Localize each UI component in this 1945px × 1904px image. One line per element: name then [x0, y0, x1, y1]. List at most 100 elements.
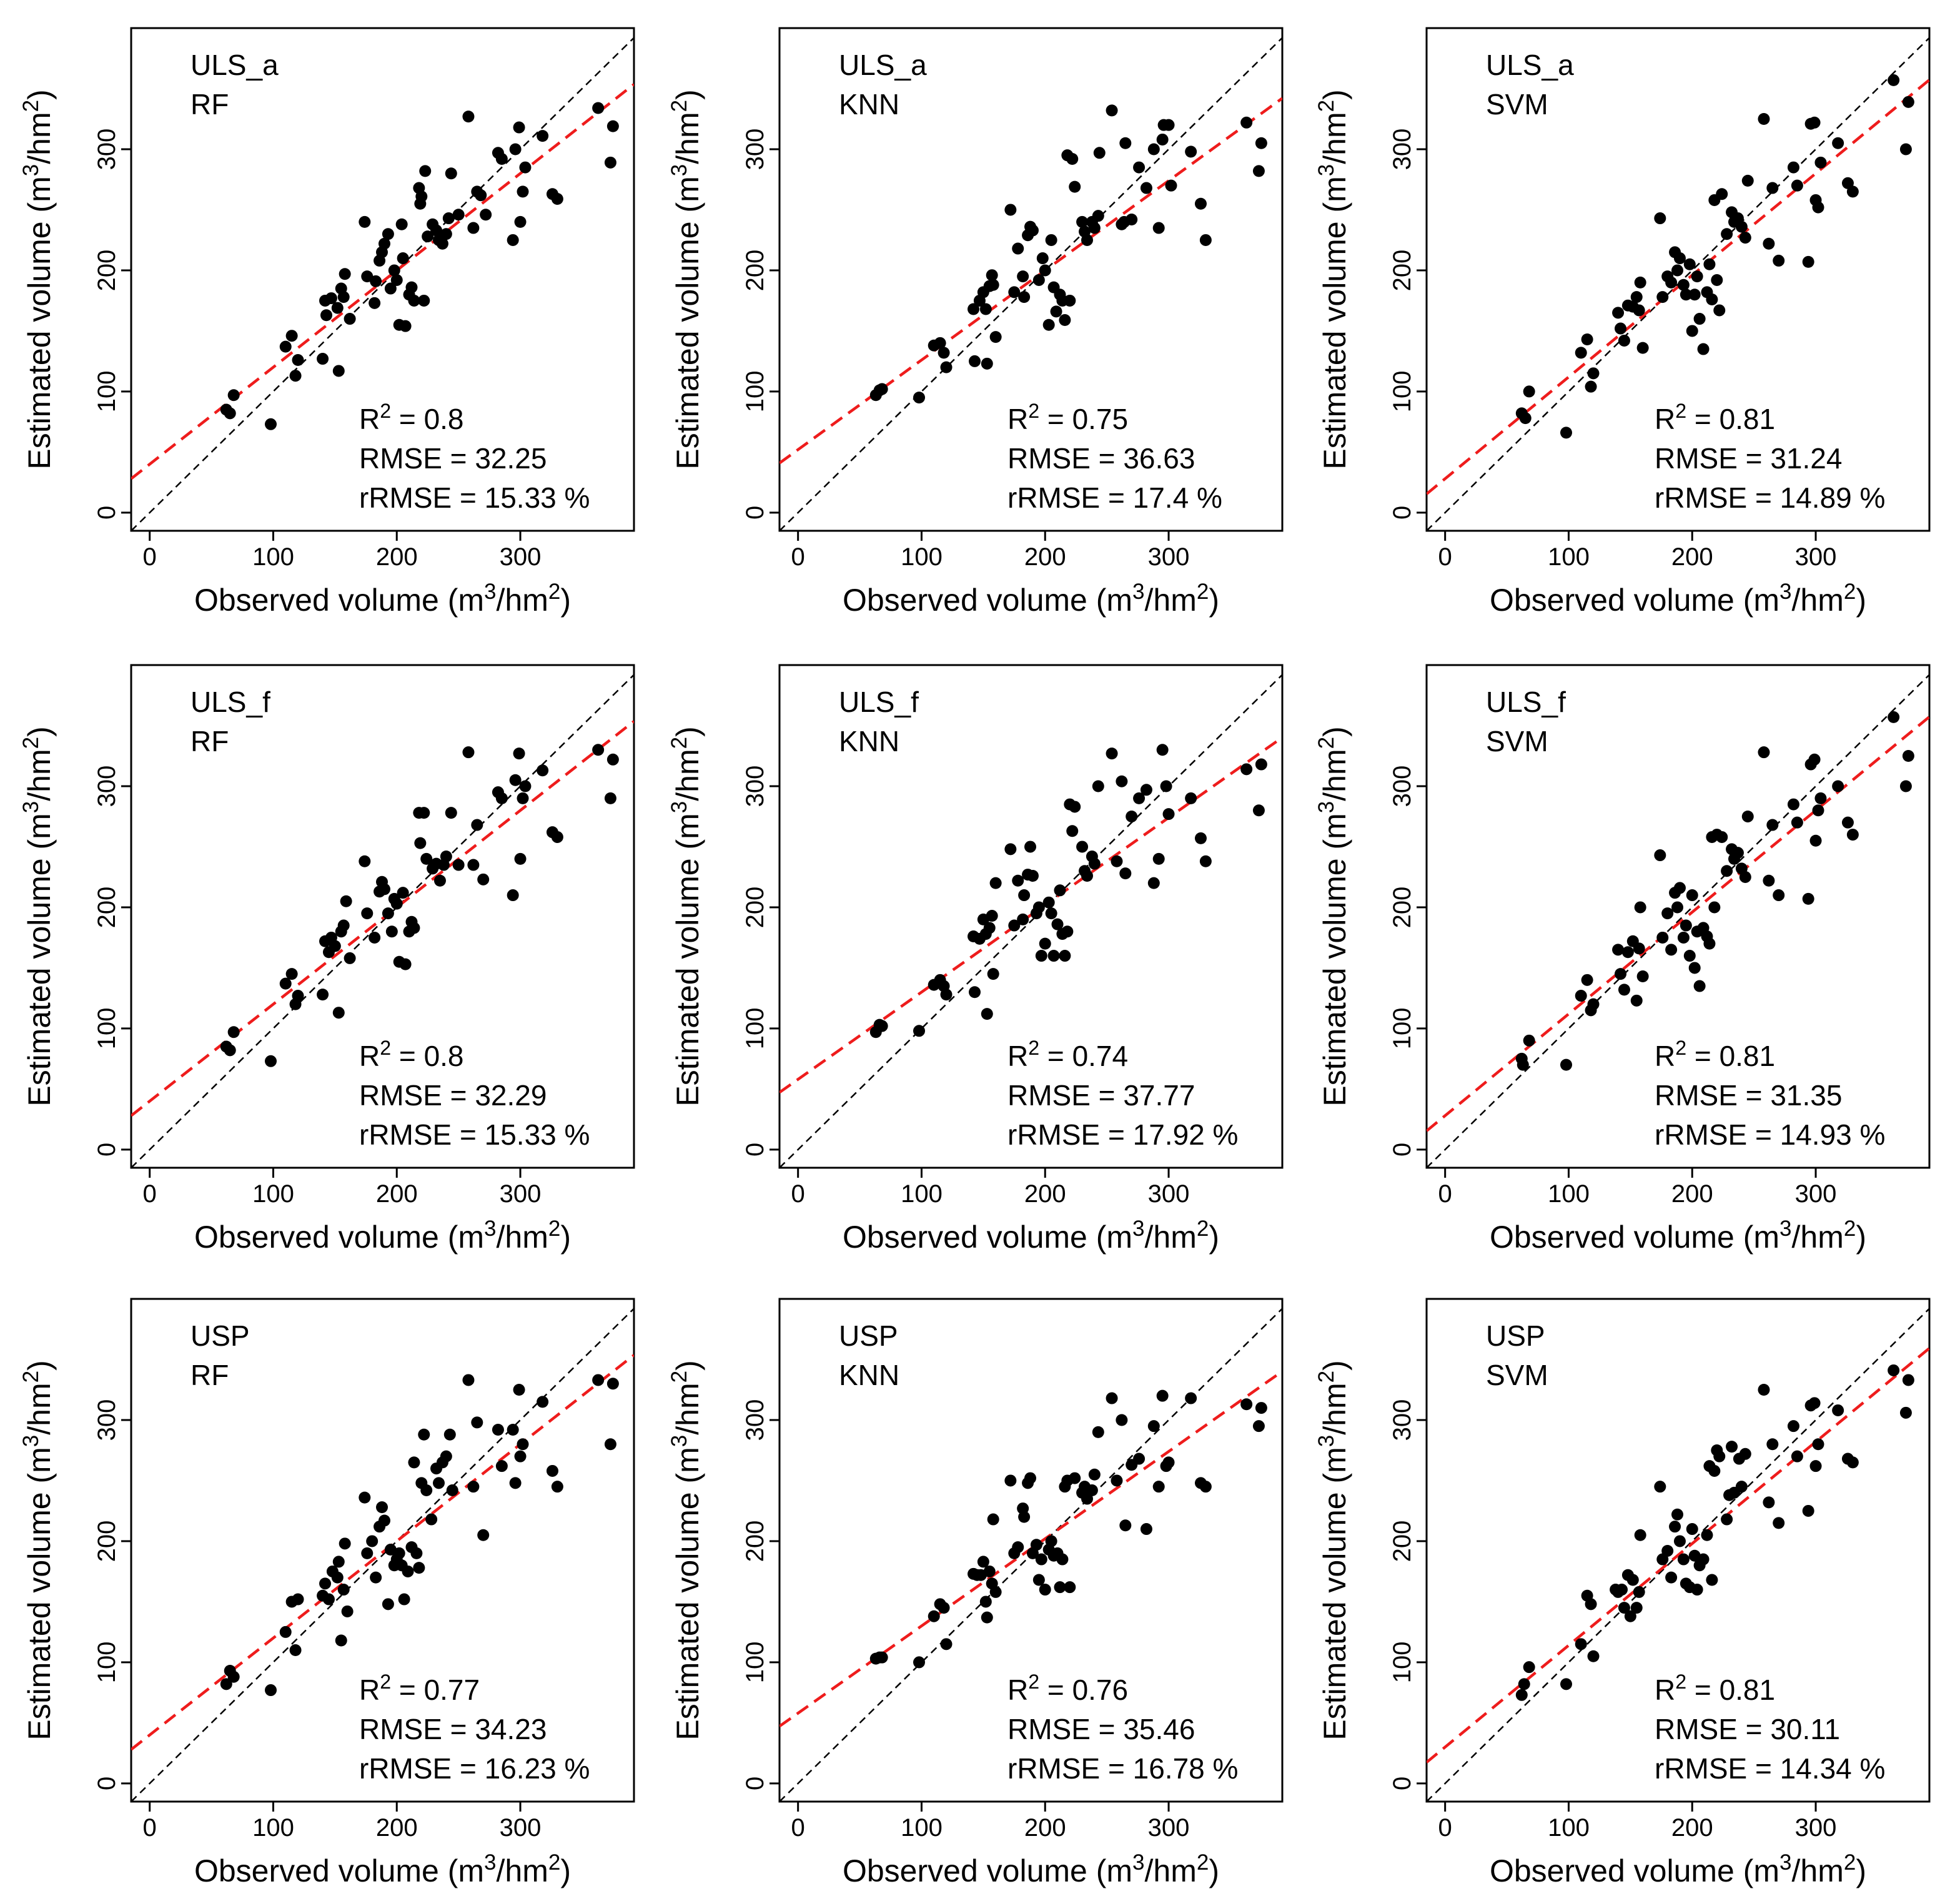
data-point [928, 1610, 940, 1622]
data-point [1575, 347, 1587, 359]
x-tick-label: 200 [376, 1814, 418, 1842]
data-point [1523, 1661, 1535, 1674]
dataset-label: ULS_a [1486, 49, 1574, 81]
data-point [443, 1428, 456, 1441]
data-point [369, 931, 381, 944]
data-point [1587, 998, 1600, 1010]
data-point [317, 353, 329, 365]
y-tick-label: 200 [1388, 250, 1416, 292]
data-point [940, 1638, 953, 1650]
regression-fit-line [1427, 1347, 1929, 1763]
data-point [551, 193, 563, 205]
x-tick-label: 100 [252, 1180, 294, 1208]
data-point [1832, 1404, 1844, 1416]
data-point [440, 1450, 452, 1463]
data-point [422, 230, 434, 243]
y-axis-title: Estimated volume (m3/hm2) [1314, 726, 1353, 1107]
data-point [1654, 212, 1666, 225]
data-point [1587, 1650, 1600, 1662]
y-tick-label: 300 [1388, 766, 1416, 807]
data-point [1713, 1450, 1726, 1463]
r2-stat: R2 = 0.81 [1655, 400, 1775, 435]
data-point [397, 887, 409, 899]
y-tick-label: 100 [93, 1008, 121, 1050]
data-point [413, 1562, 425, 1574]
data-point [359, 1491, 371, 1504]
data-point [1111, 855, 1123, 867]
data-point [1051, 918, 1064, 930]
panel-usp-rf: 0 100 200 300 0 100 200 300 Observed volume (m3/… [19, 1298, 635, 1889]
data-point [462, 111, 475, 123]
rmse-stat: RMSE = 32.29 [359, 1079, 547, 1112]
x-tick-label: 0 [143, 543, 157, 571]
data-point [1047, 950, 1060, 962]
rrmse-stat: rRMSE = 14.34 % [1655, 1752, 1885, 1785]
data-point [405, 281, 418, 293]
data-point [1036, 252, 1049, 265]
data-point [1691, 1584, 1703, 1596]
data-point [1701, 1529, 1713, 1541]
rrmse-stat: rRMSE = 17.4 % [1007, 481, 1222, 514]
data-point [366, 1535, 379, 1547]
data-point [317, 989, 329, 1001]
data-point [989, 331, 1002, 343]
x-axis-title: Observed volume (m3/hm2) [194, 1850, 571, 1889]
panel-uls-f-svm: 0 100 200 300 0 100 200 300 Observed volume (m3/… [1314, 664, 1931, 1255]
data-point [1721, 228, 1733, 240]
points [869, 744, 1267, 1038]
one-to-one-line [779, 1307, 1282, 1802]
data-point [1665, 276, 1678, 289]
one-to-one-line [1427, 36, 1929, 531]
data-point [420, 1484, 433, 1496]
y-tick-label: 200 [1388, 887, 1416, 929]
data-point [1791, 816, 1803, 829]
data-point [1686, 325, 1698, 337]
data-point [1630, 291, 1643, 303]
x-tick-label: 300 [1795, 543, 1837, 571]
data-point [1683, 258, 1696, 270]
regression-fit-line [131, 720, 634, 1117]
y-axis-title: Estimated volume (m3/hm2) [667, 89, 706, 470]
data-point [1787, 161, 1799, 174]
y-tick-label: 200 [1388, 1521, 1416, 1562]
data-point [1054, 884, 1066, 897]
data-point [1039, 1584, 1051, 1596]
y-tick-label: 300 [741, 766, 769, 807]
panel-uls-f-rf: 0 100 200 300 0 100 200 300 Observed volume (m3/… [19, 664, 635, 1255]
data-point [1004, 204, 1017, 216]
x-tick-label: 200 [376, 1180, 418, 1208]
data-point [1575, 990, 1587, 1002]
data-point [1846, 829, 1859, 841]
data-point [1156, 1389, 1169, 1402]
data-point [513, 1383, 525, 1396]
data-point [1069, 180, 1081, 193]
data-point [1809, 1460, 1822, 1472]
y-tick-label: 100 [741, 1008, 769, 1050]
y-tick-label: 300 [1388, 1399, 1416, 1441]
data-point [1560, 1058, 1573, 1071]
data-point [1517, 1058, 1529, 1071]
data-point [1147, 1420, 1160, 1433]
x-tick-label: 0 [143, 1814, 157, 1842]
data-point [1106, 104, 1118, 117]
x-tick-label: 300 [1148, 1814, 1190, 1842]
data-point [1633, 1586, 1645, 1598]
data-point [986, 269, 998, 282]
data-point [369, 297, 381, 309]
data-point [408, 922, 420, 934]
x-tick-label: 0 [1438, 1180, 1452, 1208]
data-point [399, 958, 412, 970]
data-point [1133, 792, 1146, 804]
data-point [1791, 179, 1803, 192]
data-point [1636, 970, 1649, 983]
data-point [1693, 980, 1706, 992]
panel-uls-a-svm: 0 100 200 300 0 100 200 300 Observed volume (m3/… [1314, 27, 1931, 618]
data-point [1088, 1468, 1101, 1481]
data-point [987, 1513, 999, 1526]
data-point [1140, 784, 1152, 796]
data-point [1039, 937, 1051, 950]
x-axis-title: Observed volume (m3/hm2) [1490, 1216, 1866, 1255]
data-point [410, 1547, 423, 1559]
data-point [1050, 305, 1062, 318]
y-tick-label: 200 [741, 1521, 769, 1562]
